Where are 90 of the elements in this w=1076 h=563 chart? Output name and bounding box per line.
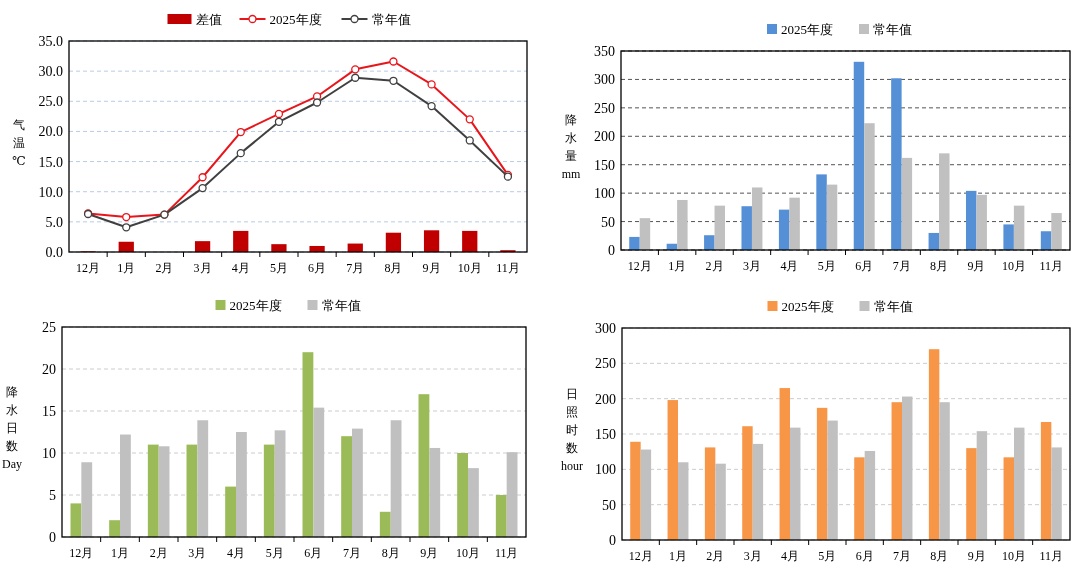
x-tick-label: 12月 [627,259,652,273]
x-tick-label: 5月 [817,259,836,273]
x-tick-label: 11月 [1039,549,1064,563]
y-tick-label: 250 [595,356,616,372]
y-tick-label: 50 [601,214,615,230]
x-tick-label: 7月 [346,261,365,275]
x-tick-label: 9月 [422,261,441,275]
y-tick-label: 25.0 [38,94,63,110]
y-tick-label: 250 [594,100,615,116]
x-tick-label: 4月 [227,546,245,560]
legend-label: 差值 [195,12,222,27]
y-tick-label: 200 [594,129,615,145]
legend-label: 2025年度 [781,299,834,314]
y-tick-label: 25 [42,320,56,335]
x-tick-label: 6月 [308,261,327,275]
y-tick-label: 10 [42,446,56,461]
x-tick-label: 1月 [669,549,687,563]
y-tick-label: 10.0 [38,184,63,200]
y-tick-label: 150 [595,427,616,442]
y-tick-label: 0 [608,243,615,258]
x-tick-label: 9月 [967,259,986,273]
x-tick-label: 2月 [705,259,724,273]
y-tick-label: 15.0 [38,154,63,170]
legend-label: 2025年度 [781,22,833,37]
y-tick-label: 30.0 [38,64,63,80]
x-tick-label: 1月 [668,259,687,273]
x-tick-label: 3月 [742,259,761,273]
y-tick-label: 0.0 [45,245,63,260]
x-tick-label: 8月 [381,546,400,560]
x-tick-label: 6月 [304,546,323,560]
x-tick-label: 5月 [818,549,837,563]
legend-label: 2025年度 [269,12,322,27]
x-tick-label: 2月 [155,261,174,275]
x-tick-label: 11月 [1039,259,1064,273]
y-tick-label: 20 [42,362,56,377]
x-tick-label: 10月 [1002,549,1026,563]
x-tick-label: 9月 [967,549,986,563]
y-tick-label: 300 [594,72,615,88]
y-tick-label: 20.0 [38,124,63,140]
x-tick-label: 11月 [496,261,520,275]
x-tick-label: 8月 [930,549,949,563]
legend-label: 常年值 [371,12,411,27]
x-tick-label: 10月 [456,546,480,560]
x-tick-label: 4月 [231,261,250,275]
y-tick-label: 100 [594,186,615,202]
x-tick-label: 2月 [149,546,168,560]
x-tick-label: 1月 [111,546,129,560]
y-tick-label: 150 [594,157,615,173]
y-axis-title: 日照时数 hour [561,387,583,473]
y-tick-label: 0 [49,530,56,545]
x-tick-label: 7月 [343,546,361,560]
y-tick-label: 5 [49,488,56,503]
x-tick-label: 5月 [269,261,288,275]
x-tick-label: 4月 [780,259,799,273]
y-tick-label: 100 [595,462,616,478]
x-tick-label: 3月 [188,546,207,560]
y-tick-label: 5.0 [45,214,63,230]
legend-label: 常年值 [873,22,912,37]
legend-label: 常年值 [321,298,361,313]
y-tick-label: 50 [602,497,616,513]
x-tick-label: 1月 [117,261,136,275]
x-tick-label: 3月 [193,261,212,275]
x-tick-label: 11月 [494,546,519,560]
x-tick-label: 3月 [743,549,762,563]
x-tick-label: 6月 [855,549,874,563]
x-tick-label: 6月 [855,259,874,273]
y-tick-label: 350 [594,44,615,59]
y-tick-label: 35.0 [38,34,63,49]
x-tick-label: 4月 [781,549,799,563]
x-tick-label: 2月 [706,549,725,563]
legend-label: 常年值 [873,299,913,314]
x-tick-label: 10月 [1001,259,1026,273]
y-axis-title: 降水日数 Day [2,385,22,471]
x-tick-label: 12月 [69,546,94,560]
y-tick-label: 200 [595,391,616,407]
x-tick-label: 7月 [893,549,911,563]
x-tick-label: 8月 [384,261,403,275]
x-tick-label: 5月 [265,546,284,560]
y-tick-label: 0 [609,533,616,548]
y-tick-label: 15 [42,404,56,419]
x-tick-label: 7月 [892,259,911,273]
y-axis-title: 气温℃ [12,117,26,168]
legend-label: 2025年度 [229,298,282,313]
x-tick-label: 12月 [628,549,653,563]
x-tick-label: 9月 [420,546,439,560]
x-tick-label: 12月 [76,261,101,275]
y-tick-label: 300 [595,321,616,336]
x-tick-label: 8月 [930,259,949,273]
y-axis-title: 降水量 mm [561,112,581,181]
x-tick-label: 10月 [457,261,482,275]
